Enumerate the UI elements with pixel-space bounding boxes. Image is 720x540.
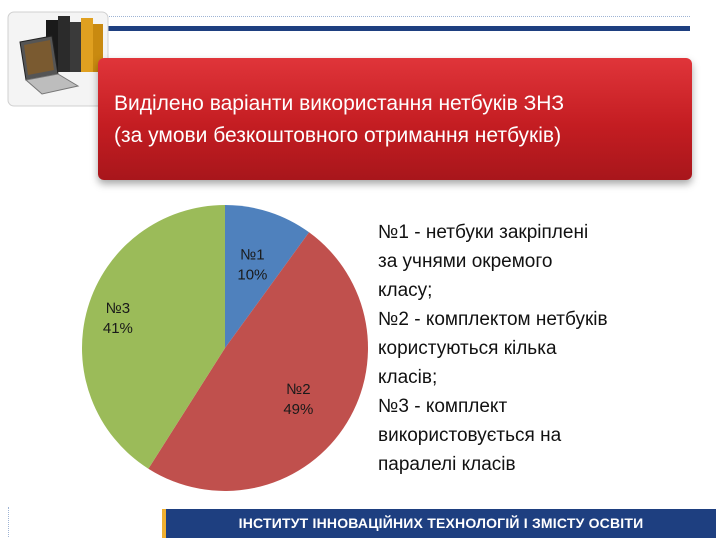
- title-text: Виділено варіанти використання нетбуків …: [114, 88, 682, 152]
- title-line-1: Виділено варіанти використання нетбуків …: [114, 92, 565, 115]
- legend-description: №1 - нетбуки закріплені за учнями окремо…: [378, 222, 608, 475]
- pie-slice-1: [225, 205, 310, 348]
- pie-category-label-1: №1: [240, 247, 264, 264]
- footer-bar: ІНСТИТУТ ІННОВАЦІЙНИХ ТЕХНОЛОГІЙ І ЗМІСТ…: [162, 509, 716, 538]
- title-line-2: (за умови безкоштовного отримання нетбук…: [114, 124, 562, 147]
- pie-slice-2: [148, 232, 368, 491]
- title-banner: Виділено варіанти використання нетбуків …: [98, 58, 692, 180]
- pie-value-label-1: 10%: [237, 267, 267, 284]
- pie-slices: [82, 205, 368, 491]
- pie-category-label-3: №3: [106, 300, 130, 317]
- books-laptop-icon: [7, 11, 109, 107]
- pie-chart: №1 10% №2 49% №3 41%: [82, 205, 368, 491]
- top-blue-stripe: [100, 26, 690, 31]
- footer-text: ІНСТИТУТ ІННОВАЦІЙНИХ ТЕХНОЛОГІЙ І ЗМІСТ…: [238, 515, 644, 531]
- pie-slice-3: [82, 205, 225, 469]
- top-dotted-line: [100, 16, 690, 17]
- pie-value-label-3: 41%: [103, 320, 133, 337]
- footer-dotted-line: [8, 507, 159, 537]
- pie-category-label-2: №2: [286, 381, 310, 398]
- pie-labels: №1 10% №2 49% №3 41%: [103, 247, 313, 418]
- pie-value-label-2: 49%: [283, 401, 313, 418]
